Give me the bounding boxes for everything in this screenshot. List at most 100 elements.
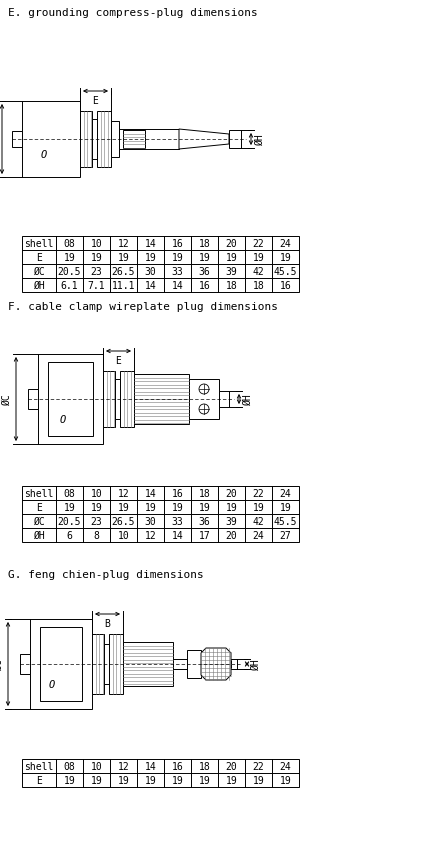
Text: 08: 08 xyxy=(64,761,75,771)
Text: 19: 19 xyxy=(279,502,291,513)
Text: 30: 30 xyxy=(145,267,156,276)
Text: 39: 39 xyxy=(226,516,237,526)
Text: 18: 18 xyxy=(253,281,264,291)
Text: E: E xyxy=(93,96,98,106)
Text: 19: 19 xyxy=(226,502,237,513)
Text: 19: 19 xyxy=(145,775,156,785)
Bar xyxy=(123,131,145,148)
Text: 6.1: 6.1 xyxy=(61,281,78,291)
Text: ØH: ØH xyxy=(243,394,253,405)
Text: 33: 33 xyxy=(172,516,183,526)
Text: 19: 19 xyxy=(145,252,156,263)
Text: 26.5: 26.5 xyxy=(112,516,135,526)
Text: 12: 12 xyxy=(117,239,129,249)
Text: 19: 19 xyxy=(145,502,156,513)
Bar xyxy=(22,486,299,543)
Text: 14: 14 xyxy=(145,281,156,291)
Text: B: B xyxy=(105,618,110,629)
Text: 39: 39 xyxy=(226,267,237,276)
Text: 19: 19 xyxy=(226,775,237,785)
Bar xyxy=(48,363,93,437)
Text: 11.1: 11.1 xyxy=(112,281,135,291)
Text: 20: 20 xyxy=(226,761,237,771)
Text: 20: 20 xyxy=(226,489,237,498)
Text: E: E xyxy=(116,356,121,366)
Text: 19: 19 xyxy=(91,252,102,263)
Polygon shape xyxy=(201,648,231,680)
Bar xyxy=(38,355,103,444)
Polygon shape xyxy=(179,130,229,150)
Text: 22: 22 xyxy=(253,239,264,249)
Bar xyxy=(97,112,111,168)
Text: 24: 24 xyxy=(253,531,264,540)
Text: 22: 22 xyxy=(253,761,264,771)
Text: 18: 18 xyxy=(198,489,210,498)
Text: 19: 19 xyxy=(117,502,129,513)
Text: 24: 24 xyxy=(279,761,291,771)
Text: 16: 16 xyxy=(279,281,291,291)
Text: 10: 10 xyxy=(91,239,102,249)
Text: 16: 16 xyxy=(198,281,210,291)
Bar xyxy=(22,102,80,177)
Text: 36: 36 xyxy=(198,267,210,276)
Bar xyxy=(20,654,30,674)
Text: 19: 19 xyxy=(253,252,264,263)
Text: 8: 8 xyxy=(93,531,99,540)
Bar xyxy=(115,380,120,420)
Text: 19: 19 xyxy=(279,775,291,785)
Bar xyxy=(173,659,187,670)
Text: 14: 14 xyxy=(172,531,183,540)
Text: ØH: ØH xyxy=(33,531,45,540)
Text: 24: 24 xyxy=(279,489,291,498)
Bar xyxy=(229,131,241,148)
Text: E: E xyxy=(36,775,42,785)
Text: 19: 19 xyxy=(198,775,210,785)
Text: O: O xyxy=(49,679,55,689)
Bar xyxy=(119,130,179,150)
Text: O: O xyxy=(41,150,47,160)
Text: 19: 19 xyxy=(172,775,183,785)
Text: 24: 24 xyxy=(279,239,291,249)
Text: E: E xyxy=(36,252,42,263)
Text: 6: 6 xyxy=(67,531,73,540)
Bar xyxy=(120,372,134,427)
Text: 17: 17 xyxy=(198,531,210,540)
Text: ØH: ØH xyxy=(255,134,265,146)
Bar xyxy=(123,642,173,686)
Text: 19: 19 xyxy=(253,775,264,785)
Text: 18: 18 xyxy=(226,281,237,291)
Bar xyxy=(231,659,237,670)
Text: 10: 10 xyxy=(91,489,102,498)
Text: ØC: ØC xyxy=(0,659,4,670)
Text: O: O xyxy=(60,415,66,425)
Text: 33: 33 xyxy=(172,267,183,276)
Text: 10: 10 xyxy=(117,531,129,540)
Text: 08: 08 xyxy=(64,489,75,498)
Bar xyxy=(80,112,92,168)
Text: 14: 14 xyxy=(145,489,156,498)
Text: F. cable clamp wireplate plug dimensions: F. cable clamp wireplate plug dimensions xyxy=(8,302,278,311)
Text: 42: 42 xyxy=(253,267,264,276)
Text: 19: 19 xyxy=(172,502,183,513)
Text: G. feng chien-plug dimensions: G. feng chien-plug dimensions xyxy=(8,569,204,579)
Text: 45.5: 45.5 xyxy=(274,516,297,526)
Bar xyxy=(22,237,299,293)
Text: 19: 19 xyxy=(198,502,210,513)
Text: 16: 16 xyxy=(172,761,183,771)
Text: 12: 12 xyxy=(117,489,129,498)
Text: 19: 19 xyxy=(198,252,210,263)
Text: 16: 16 xyxy=(172,489,183,498)
Bar xyxy=(92,120,97,160)
Text: 08: 08 xyxy=(64,239,75,249)
Text: 7.1: 7.1 xyxy=(88,281,105,291)
Text: E. grounding compress-plug dimensions: E. grounding compress-plug dimensions xyxy=(8,8,258,18)
Text: 20: 20 xyxy=(226,239,237,249)
Text: 14: 14 xyxy=(145,239,156,249)
Text: 14: 14 xyxy=(172,281,183,291)
Text: 19: 19 xyxy=(172,252,183,263)
Text: 36: 36 xyxy=(198,516,210,526)
Text: ØC: ØC xyxy=(33,516,45,526)
Text: 19: 19 xyxy=(64,775,75,785)
Bar xyxy=(111,122,119,158)
Bar xyxy=(219,392,229,408)
